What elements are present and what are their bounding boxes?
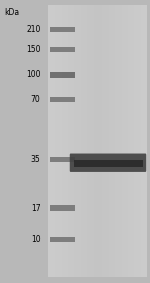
- FancyBboxPatch shape: [70, 153, 146, 172]
- Bar: [50, 205, 75, 211]
- Bar: [50, 237, 75, 242]
- Bar: [50, 72, 75, 78]
- Text: 70: 70: [31, 95, 40, 104]
- Bar: [48, 6, 147, 277]
- Text: kDa: kDa: [4, 8, 20, 18]
- Bar: [50, 157, 75, 162]
- Text: 10: 10: [31, 235, 40, 244]
- Text: 150: 150: [26, 45, 40, 54]
- Text: 35: 35: [31, 155, 40, 164]
- Text: 100: 100: [26, 70, 40, 80]
- Text: 17: 17: [31, 203, 40, 213]
- Bar: [50, 47, 75, 52]
- Bar: [50, 97, 75, 102]
- Bar: [50, 27, 75, 32]
- Text: 210: 210: [26, 25, 40, 34]
- Bar: [74, 160, 142, 168]
